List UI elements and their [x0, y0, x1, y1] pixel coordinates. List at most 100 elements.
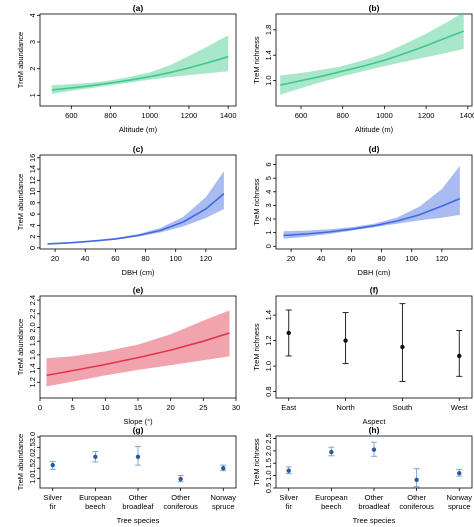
x-axis-label: DBH (cm) [122, 268, 155, 277]
y-tick-label: 1.4 [264, 50, 273, 60]
series-line [46, 332, 230, 377]
y-axis-label: TreM abundance [16, 434, 25, 490]
y-tick-label: 4 [264, 190, 273, 194]
panel-c: (c) 0 2 4 6 8 10 12 14 16 TreM abundance 20 40 60 80 10… [16, 144, 237, 277]
data-point [414, 477, 419, 483]
x-tick-label: spruce [212, 502, 235, 511]
panel-title: (h) [369, 425, 380, 435]
x-tick-label: broadleaf [122, 502, 154, 511]
x-tick-label: 120 [200, 254, 213, 263]
x-tick-label: 10 [101, 403, 109, 412]
y-axis-label: TreM richness [252, 178, 261, 225]
y-tick-label: 2.2 [28, 309, 37, 319]
x-tick-label: 40 [317, 254, 325, 263]
y-tick-label: 2.4 [28, 295, 37, 305]
data-point [400, 344, 405, 350]
data-point [50, 462, 55, 468]
y-tick-label: 1.2 [28, 377, 37, 387]
y-tick-label: 2.0 [28, 322, 37, 332]
y-tick-label: 1.5 [28, 463, 37, 473]
x-axis-label: Tree species [117, 516, 160, 525]
y-tick-label: 0.5 [264, 483, 273, 493]
y-axis-label: TreM abundance [16, 319, 25, 375]
x-tick-label: 100 [405, 254, 418, 263]
y-tick-label: 2.0 [28, 453, 37, 463]
confidence-band [280, 12, 464, 95]
x-tick-label: beech [85, 502, 105, 511]
x-tick-label: Silver [43, 493, 62, 502]
data-point [457, 470, 462, 476]
x-tick-label: Norway [447, 493, 473, 502]
y-tick-label: 1.0 [28, 473, 37, 483]
y-axis-label: TreM abundance [16, 32, 25, 88]
x-tick-label: 20 [51, 254, 59, 263]
x-axis-label: DBH (cm) [358, 268, 391, 277]
x-tick-label: 25 [199, 403, 207, 412]
x-tick-label: 600 [65, 111, 78, 120]
panel-e: (e) 1.2 1.4 1.6 1.8 2.0 2.2 2.4 TreM abundance 0 5… [16, 285, 240, 426]
confidence-band [46, 310, 230, 387]
y-tick-label: 1.2 [264, 335, 273, 345]
x-tick-label: 1200 [181, 111, 198, 120]
x-tick-label: European [315, 493, 348, 502]
y-tick-label: 1.4 [264, 310, 273, 320]
data-point [286, 330, 291, 336]
x-tick-label: 20 [166, 403, 174, 412]
x-tick-label: 1000 [141, 111, 158, 120]
x-tick-label: 80 [377, 254, 385, 263]
x-axis-label: Tree species [353, 516, 396, 525]
y-tick-label: 0.8 [264, 386, 273, 396]
plot-frame [39, 154, 237, 250]
x-tick-label: broadleaf [358, 502, 390, 511]
data-point [329, 449, 334, 455]
panel-title: (b) [369, 3, 380, 13]
panel-d: (d) 0 1 2 3 4 5 6 TreM richness 20 40 60 80 100 120 DBH… [252, 144, 473, 277]
x-axis-label: Altitude (m) [119, 125, 158, 134]
x-tick-label: beech [321, 502, 341, 511]
y-tick-label: 8 [28, 201, 37, 205]
x-tick-label: fir [286, 502, 293, 511]
x-tick-label: 5 [71, 403, 75, 412]
y-tick-label: 5 [264, 176, 273, 180]
data-point [371, 447, 377, 452]
y-tick-label: 1.0 [264, 361, 273, 371]
x-tick-label: 1200 [418, 111, 435, 120]
x-tick-label: East [281, 403, 297, 412]
y-tick-label: 2 [264, 217, 273, 221]
y-tick-label: 4 [28, 13, 37, 17]
x-tick-label: 800 [104, 111, 117, 120]
x-tick-label: 0 [38, 403, 42, 412]
panel-title: (c) [133, 144, 144, 154]
x-tick-label: coniferous [399, 502, 434, 511]
panel-title: (g) [133, 425, 144, 435]
y-tick-label: 10 [28, 187, 37, 195]
y-tick-label: 1 [264, 231, 273, 235]
y-tick-label: 2.5 [264, 433, 273, 443]
y-tick-label: 12 [28, 176, 37, 184]
x-tick-label: West [451, 403, 469, 412]
x-tick-label: Other [407, 493, 426, 502]
y-tick-label: 1.4 [28, 363, 37, 373]
y-tick-label: 1.8 [28, 336, 37, 346]
plot-frame [275, 295, 473, 399]
x-tick-label: 1400 [459, 111, 474, 120]
data-point [93, 454, 98, 459]
y-axis-label: TreM richness [252, 36, 261, 83]
y-tick-label: 6 [264, 162, 273, 166]
x-tick-label: coniferous [163, 502, 198, 511]
x-tick-label: Other [365, 493, 384, 502]
panel-title: (f) [370, 285, 379, 295]
x-tick-label: 1000 [376, 111, 393, 120]
y-tick-label: 1.6 [28, 350, 37, 360]
x-tick-label: 60 [111, 254, 119, 263]
plot-frame [275, 154, 473, 250]
x-axis-label: Slope (°) [123, 417, 153, 426]
y-tick-label: 2 [28, 235, 37, 239]
series-line [283, 197, 461, 237]
y-tick-label: 2.0 [264, 446, 273, 456]
x-tick-label: fir [50, 502, 57, 511]
